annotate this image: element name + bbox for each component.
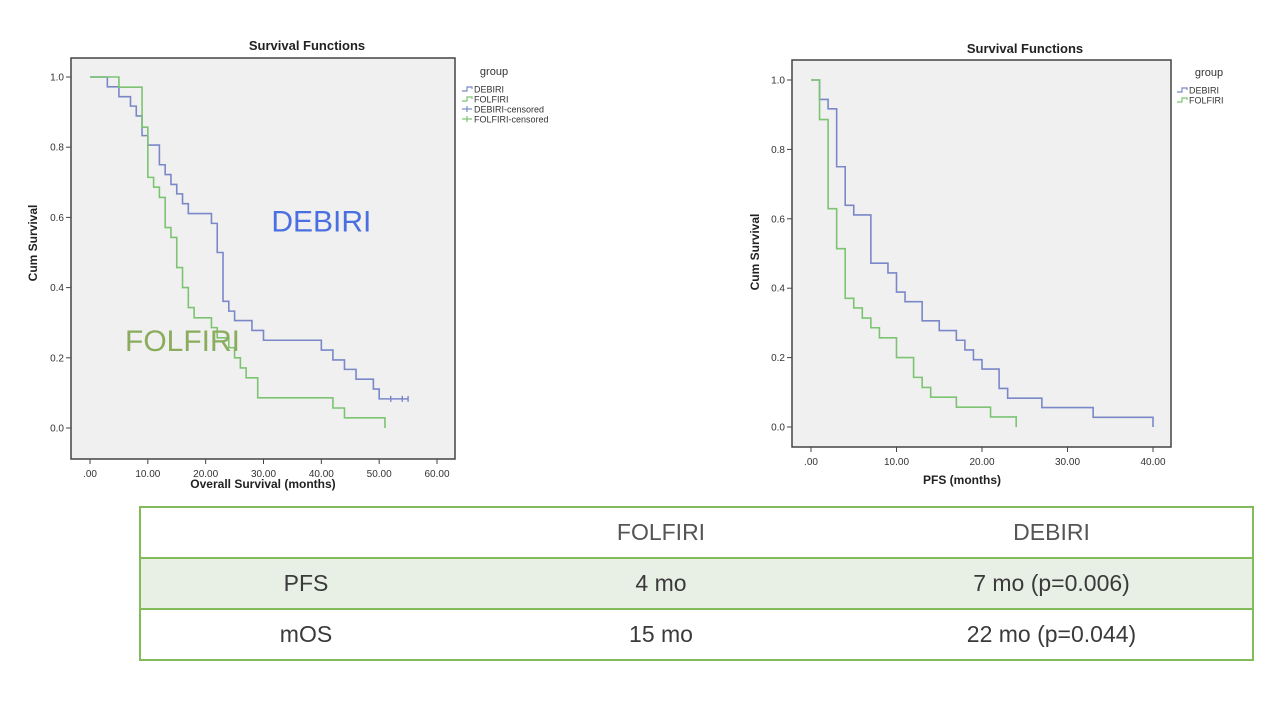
- chart1-legend-title: group: [480, 66, 508, 78]
- chart2-legend-label: DEBIRI: [1189, 86, 1219, 96]
- chart1-legend-label: DEBIRI: [474, 85, 504, 95]
- chart2-y-axis-label: Cum Survival: [748, 214, 762, 291]
- chart1-series-folfiri: [90, 76, 386, 428]
- chart2-series-folfiri: [811, 79, 1017, 427]
- chart1-annotation-debiri: DEBIRI: [271, 205, 371, 238]
- chart2-x-tick-label: 20.00: [969, 457, 994, 468]
- chart2-y-tick-label: 0.6: [771, 214, 785, 225]
- chart1-x-axis-label: Overall Survival (months): [190, 477, 335, 491]
- chart2-plot-area: [791, 59, 1172, 448]
- chart1-x-tick-label: 20.00: [193, 469, 218, 480]
- chart2-y-tick-label: 0.2: [771, 353, 785, 364]
- chart1-y-tick-label: 1.0: [50, 73, 64, 84]
- chart1-y-tick-label: 0.6: [50, 213, 64, 224]
- table-header-row: FOLFIRI DEBIRI: [140, 507, 1253, 558]
- cell-pfs-folfiri: 4 mo: [471, 557, 851, 609]
- chart1-y-tick-label: 0.0: [50, 424, 64, 435]
- chart1-legend-swatch: [462, 96, 473, 102]
- chart1-x-tick-label: 50.00: [367, 469, 392, 480]
- chart2-x-axis-label: PFS (months): [923, 473, 1001, 487]
- chart2-legend-swatch: [1177, 87, 1188, 93]
- row-label-pfs: PFS: [140, 557, 471, 609]
- chart2-x-tick-label: 30.00: [1055, 457, 1080, 468]
- chart1-y-tick-label: 0.2: [50, 353, 64, 364]
- chart2-legend-label: FOLFIRI: [1189, 96, 1224, 106]
- row-label-mos: mOS: [140, 608, 471, 660]
- chart1-annotation-folfiri: FOLFIRI: [125, 325, 240, 358]
- chart1-legend-swatch: [462, 86, 473, 92]
- table-header-empty: [140, 507, 471, 558]
- chart2-x-tick-label: 10.00: [884, 457, 909, 468]
- cell-pfs-debiri: 7 mo (p=0.006): [851, 557, 1253, 609]
- chart1-y-tick-label: 0.8: [50, 143, 64, 154]
- table-row: PFS 4 mo 7 mo (p=0.006): [140, 557, 1253, 609]
- chart1-y-tick-label: 0.4: [50, 283, 64, 294]
- chart1-title: Survival Functions: [249, 38, 365, 53]
- chart2-y-tick-label: 0.0: [771, 423, 785, 434]
- chart2-y-tick-label: 1.0: [771, 76, 785, 87]
- chart1-x-tick-label: 60.00: [424, 469, 449, 480]
- chart1-series-debiri: [90, 76, 409, 400]
- chart1-plot-area: [70, 57, 456, 460]
- chart2-x-tick-label: .00: [804, 457, 818, 468]
- results-table: FOLFIRI DEBIRI PFS 4 mo 7 mo (p=0.006) m…: [139, 506, 1254, 661]
- survival-charts: Survival Functions Overall Survival (mont…: [26, 38, 1224, 491]
- chart1-legend-label: FOLFIRI: [474, 95, 509, 105]
- chart2-legend-title: group: [1195, 67, 1223, 79]
- table-header-debiri: DEBIRI: [1013, 519, 1090, 545]
- cell-mos-folfiri: 15 mo: [471, 608, 851, 660]
- chart2-x-tick-label: 40.00: [1140, 457, 1165, 468]
- chart1-x-tick-label: 30.00: [251, 469, 276, 480]
- chart2-y-tick-label: 0.4: [771, 284, 785, 295]
- chart1-x-tick-label: .00: [83, 469, 97, 480]
- chart2-legend-swatch: [1177, 97, 1188, 103]
- chart1-legend-label: DEBIRI-censored: [474, 105, 544, 115]
- cell-mos-debiri: 22 mo (p=0.044): [851, 608, 1253, 660]
- table-header-folfiri: FOLFIRI: [616, 519, 706, 545]
- chart2-series-debiri: [811, 79, 1154, 427]
- chart1-x-tick-label: 40.00: [309, 469, 334, 480]
- chart2-y-tick-label: 0.8: [771, 145, 785, 156]
- table-row: mOS 15 mo 22 mo (p=0.044): [140, 608, 1253, 660]
- chart1-x-tick-label: 10.00: [135, 469, 160, 480]
- chart2-title: Survival Functions: [967, 41, 1083, 56]
- chart1-legend-label: FOLFIRI-censored: [474, 115, 549, 125]
- chart1-y-axis-label: Cum Survival: [26, 205, 40, 282]
